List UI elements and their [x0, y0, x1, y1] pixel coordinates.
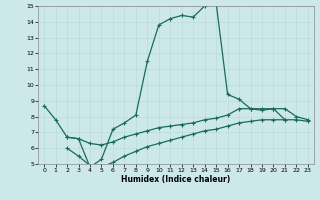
X-axis label: Humidex (Indice chaleur): Humidex (Indice chaleur): [121, 175, 231, 184]
